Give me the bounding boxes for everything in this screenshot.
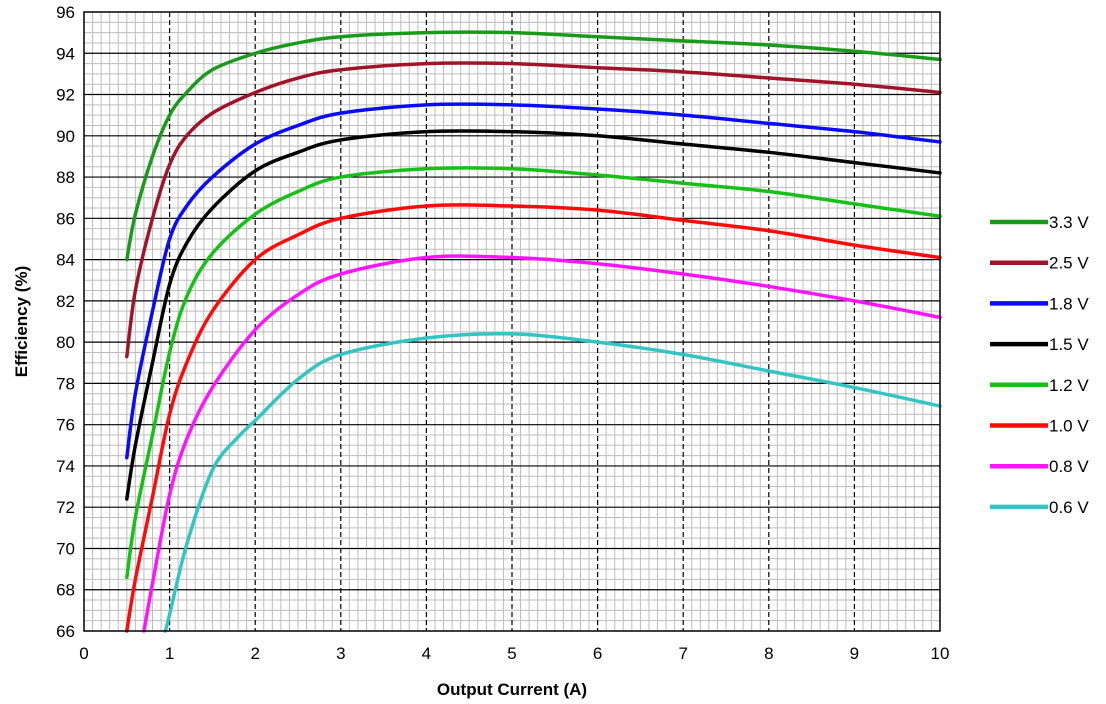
y-tick-label: 90 [56, 127, 75, 146]
legend-label: 2.5 V [1049, 254, 1089, 273]
series-line-1-5v [125, 129, 942, 501]
series-line-1-2v [125, 166, 942, 580]
y-tick-label: 88 [56, 168, 75, 187]
series-line-0-6v [163, 331, 942, 633]
x-tick-label: 8 [764, 644, 773, 663]
y-tick-labels: 66 68 70 72 74 76 78 80 82 84 86 88 90 92 94 96 [56, 3, 75, 641]
y-tick-label: 84 [56, 251, 75, 270]
series-line-1-8v [125, 102, 942, 460]
series-line-1-0v [125, 203, 942, 633]
y-tick-label: 76 [56, 416, 75, 435]
plot-frame [83, 11, 941, 632]
x-tick-label: 4 [422, 644, 431, 663]
y-tick-label: 92 [56, 86, 75, 105]
y-tick-label: 72 [56, 498, 75, 517]
x-tick-label: 10 [931, 644, 950, 663]
x-tick-label: 7 [678, 644, 687, 663]
y-tick-label: 82 [56, 292, 75, 311]
y-tick-label: 74 [56, 457, 75, 476]
legend-label: 1.5 V [1049, 335, 1089, 354]
x-tick-label: 0 [79, 644, 88, 663]
y-tick-label: 96 [56, 3, 75, 22]
x-tick-label: 6 [593, 644, 602, 663]
x-tick-label: 9 [850, 644, 859, 663]
x-tick-labels: 0 1 2 3 4 5 6 7 8 9 10 [79, 644, 949, 663]
y-tick-label: 94 [56, 44, 75, 63]
legend-label: 0.8 V [1049, 457, 1089, 476]
legend-label: 1.8 V [1049, 294, 1089, 313]
x-tick-label: 3 [336, 644, 345, 663]
series-lines [125, 30, 942, 633]
legend-label: 3.3 V [1049, 213, 1089, 232]
legend-label: 1.2 V [1049, 376, 1089, 395]
legend-label: 0.6 V [1049, 498, 1089, 517]
y-tick-label: 78 [56, 374, 75, 393]
y-tick-label: 70 [56, 539, 75, 558]
legend: 3.3 V 2.5 V 1.8 V 1.5 V 1.2 V 1.0 V 0.8 V 0.6 V [990, 213, 1089, 517]
y-tick-label: 66 [56, 622, 75, 641]
y-tick-label: 86 [56, 209, 75, 228]
y-axis-title: Efficiency (%) [12, 266, 31, 377]
x-tick-label: 1 [165, 644, 174, 663]
y-tick-label: 68 [56, 581, 75, 600]
series-line-3-3v [125, 30, 942, 262]
x-tick-label: 2 [250, 644, 259, 663]
x-tick-label: 5 [507, 644, 516, 663]
series-line-2-5v [125, 61, 942, 359]
y-tick-label: 80 [56, 333, 75, 352]
legend-label: 1.0 V [1049, 417, 1089, 436]
major-grid [84, 12, 940, 631]
series-line-0-8v [142, 254, 942, 633]
x-axis-title: Output Current (A) [437, 680, 587, 699]
